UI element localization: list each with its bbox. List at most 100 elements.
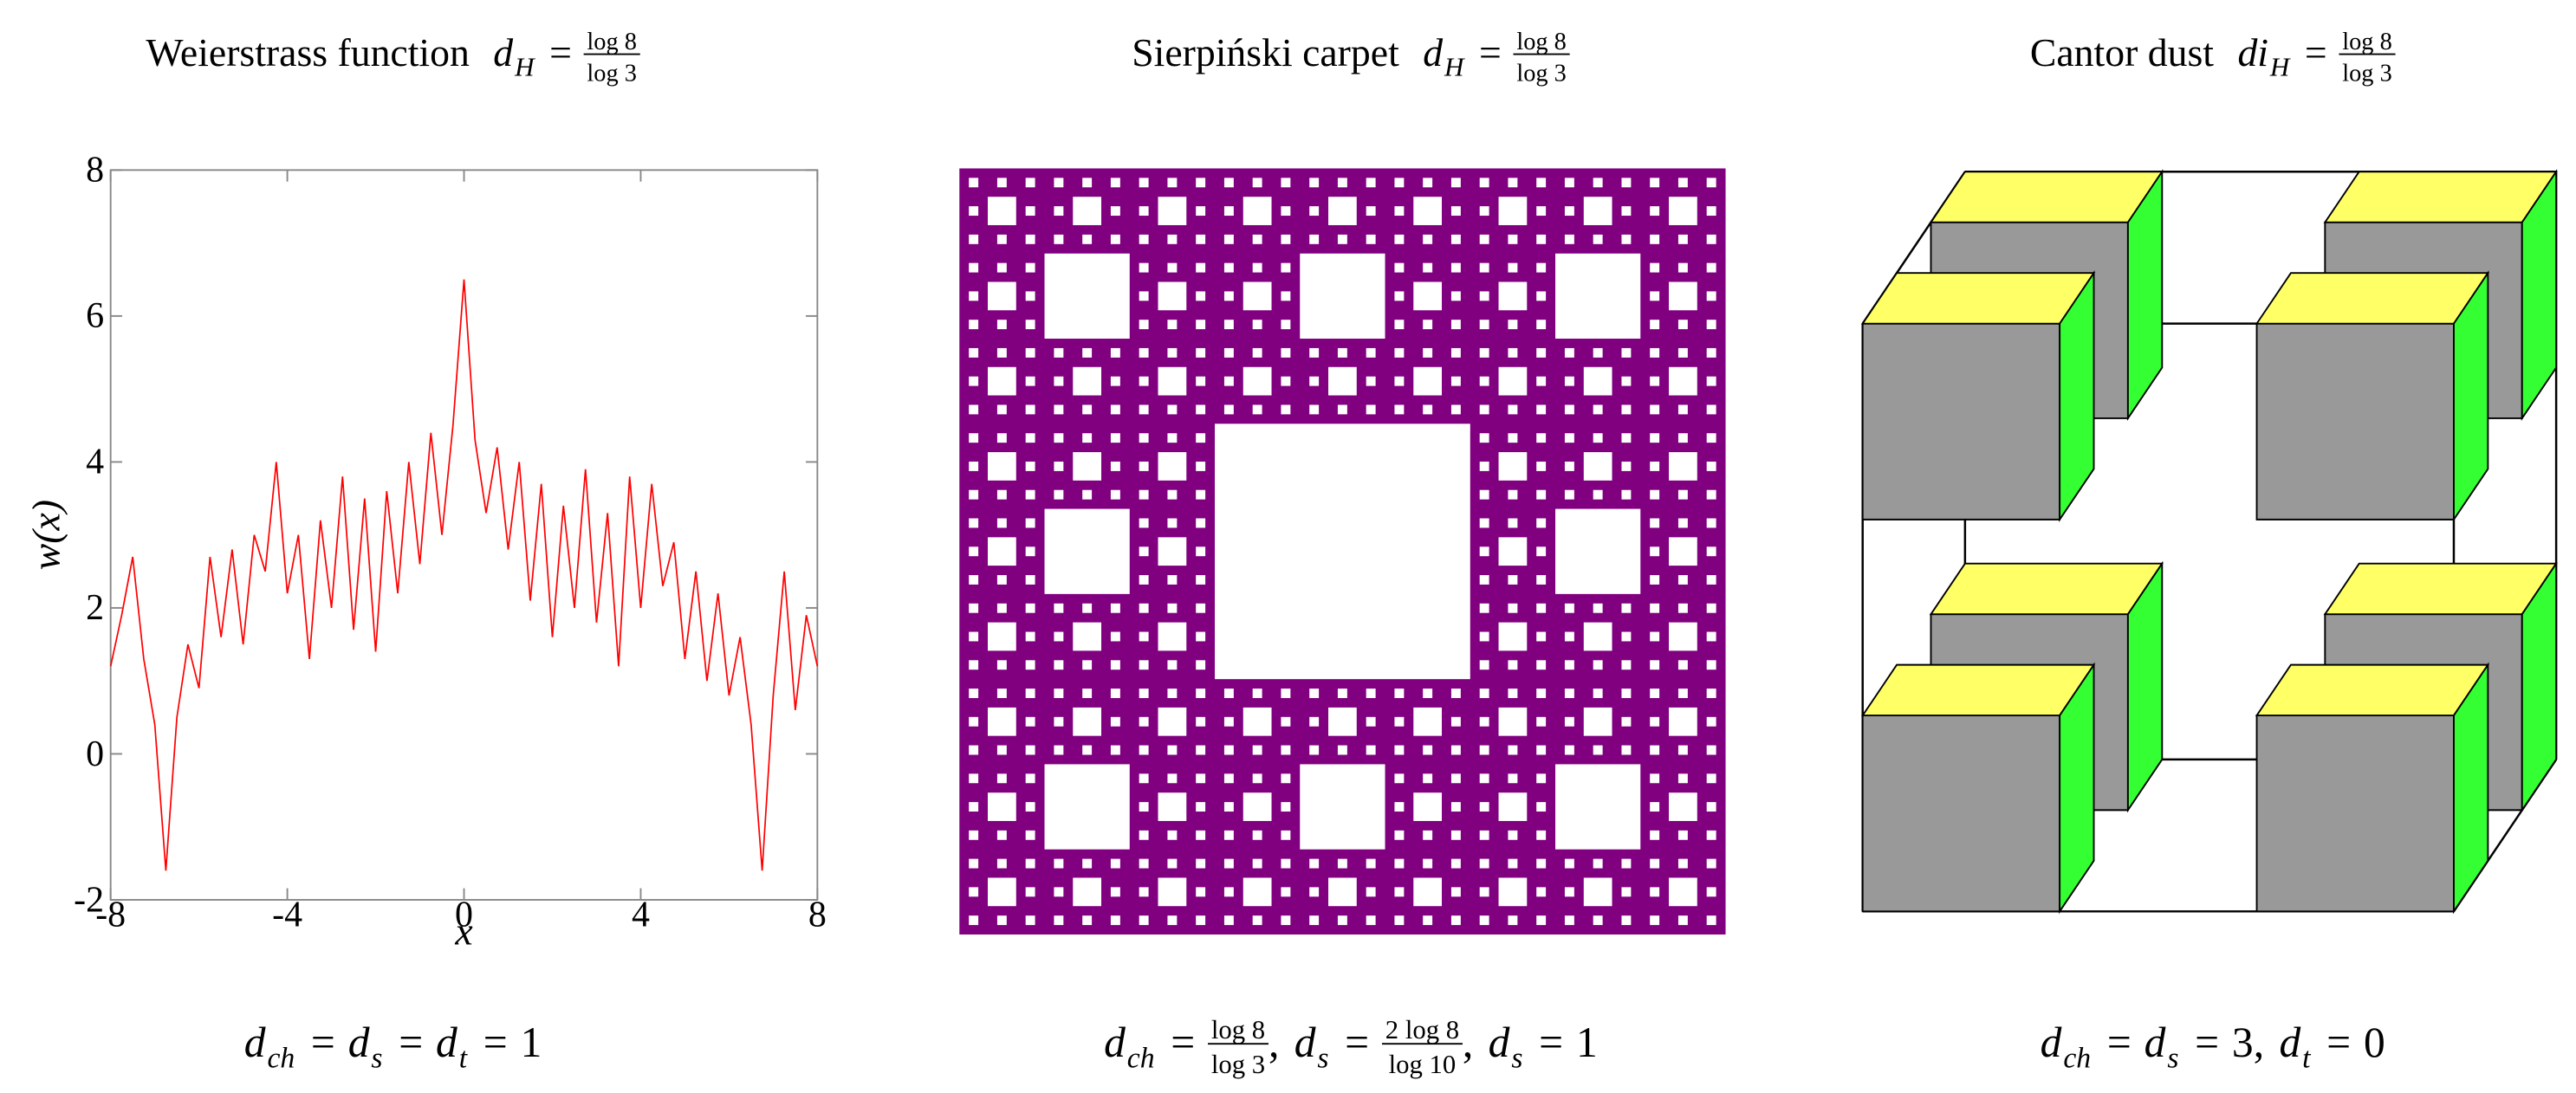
carpet-hole bbox=[1223, 404, 1234, 415]
carpet-hole bbox=[1196, 802, 1206, 812]
fraction-numerator: log 8 bbox=[1516, 29, 1567, 55]
carpet-hole bbox=[1252, 320, 1262, 330]
carpet-hole bbox=[1025, 745, 1035, 755]
carpet-hole bbox=[1167, 858, 1178, 869]
x-tick-label: -4 bbox=[272, 895, 302, 935]
carpet-hole bbox=[1196, 603, 1206, 613]
carpet-hole bbox=[1621, 489, 1632, 500]
carpet-hole bbox=[1309, 716, 1320, 727]
carpet-hole bbox=[1281, 802, 1291, 812]
carpet-hole bbox=[1677, 518, 1688, 528]
carpet-hole bbox=[1621, 347, 1632, 358]
carpet-hole bbox=[1706, 376, 1716, 386]
carpet-hole bbox=[969, 461, 979, 471]
carpet-hole bbox=[1110, 376, 1120, 386]
carpet-hole bbox=[1706, 546, 1716, 557]
carpet-hole bbox=[1564, 689, 1574, 698]
carpet-hole bbox=[1139, 802, 1149, 812]
fraction-denominator: log 10 bbox=[1389, 1050, 1457, 1079]
variable: d bbox=[2041, 1019, 2062, 1066]
carpet-hole bbox=[1394, 178, 1405, 188]
carpet-hole bbox=[1508, 745, 1518, 755]
carpet-hole bbox=[1479, 489, 1489, 500]
carpet-hole bbox=[1139, 858, 1149, 869]
carpet-hole bbox=[996, 575, 1007, 585]
carpet-hole bbox=[1621, 716, 1632, 727]
carpet-hole bbox=[1479, 716, 1489, 727]
carpet-hole bbox=[1706, 291, 1716, 301]
carpet-hole bbox=[1564, 376, 1574, 386]
carpet-hole bbox=[1677, 262, 1688, 273]
carpet-hole bbox=[1196, 631, 1206, 642]
carpet-hole bbox=[1479, 660, 1489, 670]
carpet-hole bbox=[1564, 347, 1574, 358]
carpet-hole bbox=[1300, 764, 1385, 850]
carpet-hole bbox=[1243, 707, 1272, 736]
carpet-hole bbox=[1281, 716, 1291, 727]
carpet-hole bbox=[1498, 707, 1528, 736]
operator: = bbox=[2305, 30, 2327, 74]
carpet-hole bbox=[1508, 575, 1518, 585]
carpet-hole bbox=[1536, 234, 1547, 244]
carpet-hole bbox=[1073, 197, 1102, 225]
carpet-hole bbox=[1025, 575, 1035, 585]
carpet-hole bbox=[1054, 376, 1064, 386]
carpet-hole bbox=[1110, 603, 1120, 613]
carpet-hole bbox=[1243, 877, 1272, 907]
subscript: s bbox=[371, 1042, 382, 1074]
carpet-hole bbox=[1536, 461, 1547, 471]
carpet-hole bbox=[1706, 802, 1716, 812]
carpet-hole bbox=[1223, 178, 1234, 188]
carpet-hole bbox=[1621, 178, 1632, 188]
carpet-hole bbox=[1110, 915, 1120, 926]
carpet-hole bbox=[1167, 489, 1178, 500]
carpet-hole bbox=[1082, 404, 1093, 415]
carpet-hole bbox=[1281, 234, 1291, 244]
number-text: 1 bbox=[521, 1019, 542, 1066]
carpet-hole bbox=[1669, 366, 1697, 396]
carpet-hole bbox=[1196, 376, 1206, 386]
carpet-hole bbox=[969, 631, 979, 642]
carpet-hole bbox=[1158, 366, 1187, 396]
carpet-hole bbox=[1621, 404, 1632, 415]
carpet-hole bbox=[1366, 858, 1376, 869]
variable: di bbox=[2237, 30, 2268, 74]
carpet-hole bbox=[1223, 773, 1234, 784]
carpet-hole bbox=[1110, 489, 1120, 500]
carpet-hole bbox=[1450, 745, 1461, 755]
carpet-hole bbox=[1621, 461, 1632, 471]
carpet-hole bbox=[1508, 178, 1518, 188]
carpet-hole bbox=[1536, 291, 1547, 301]
carpet-hole bbox=[1555, 764, 1641, 850]
carpet-hole bbox=[1479, 802, 1489, 812]
subscript: s bbox=[2167, 1042, 2178, 1074]
carpet-hole bbox=[1167, 830, 1178, 840]
cube-front bbox=[1861, 715, 2061, 913]
carpet-hole bbox=[1706, 631, 1716, 642]
carpet-hole bbox=[969, 433, 979, 443]
number-text: 0 bbox=[2364, 1019, 2385, 1066]
carpet-hole bbox=[1677, 234, 1688, 244]
carpet-hole bbox=[1110, 433, 1120, 443]
comma: , bbox=[1269, 1019, 1279, 1066]
fraction-denominator: log 3 bbox=[2342, 61, 2392, 87]
fraction-numerator: log 8 bbox=[1211, 1015, 1265, 1044]
carpet-hole bbox=[1479, 773, 1489, 784]
carpet-hole bbox=[1243, 281, 1272, 311]
carpet-hole bbox=[1025, 291, 1035, 301]
carpet-hole bbox=[1706, 773, 1716, 784]
carpet-hole bbox=[1025, 262, 1035, 273]
carpet-hole bbox=[1223, 858, 1234, 869]
carpet-hole bbox=[1536, 575, 1547, 585]
carpet-hole bbox=[1139, 178, 1149, 188]
carpet-hole bbox=[969, 802, 979, 812]
carpet-hole bbox=[1621, 887, 1632, 897]
carpet-hole bbox=[1450, 347, 1461, 358]
carpet-hole bbox=[1706, 716, 1716, 727]
carpet-hole bbox=[1309, 178, 1320, 188]
carpet-hole bbox=[1650, 262, 1660, 273]
carpet-hole bbox=[1082, 433, 1093, 443]
carpet-hole bbox=[1309, 347, 1320, 358]
number-text: 1 bbox=[1576, 1019, 1598, 1066]
carpet-hole bbox=[1167, 575, 1178, 585]
